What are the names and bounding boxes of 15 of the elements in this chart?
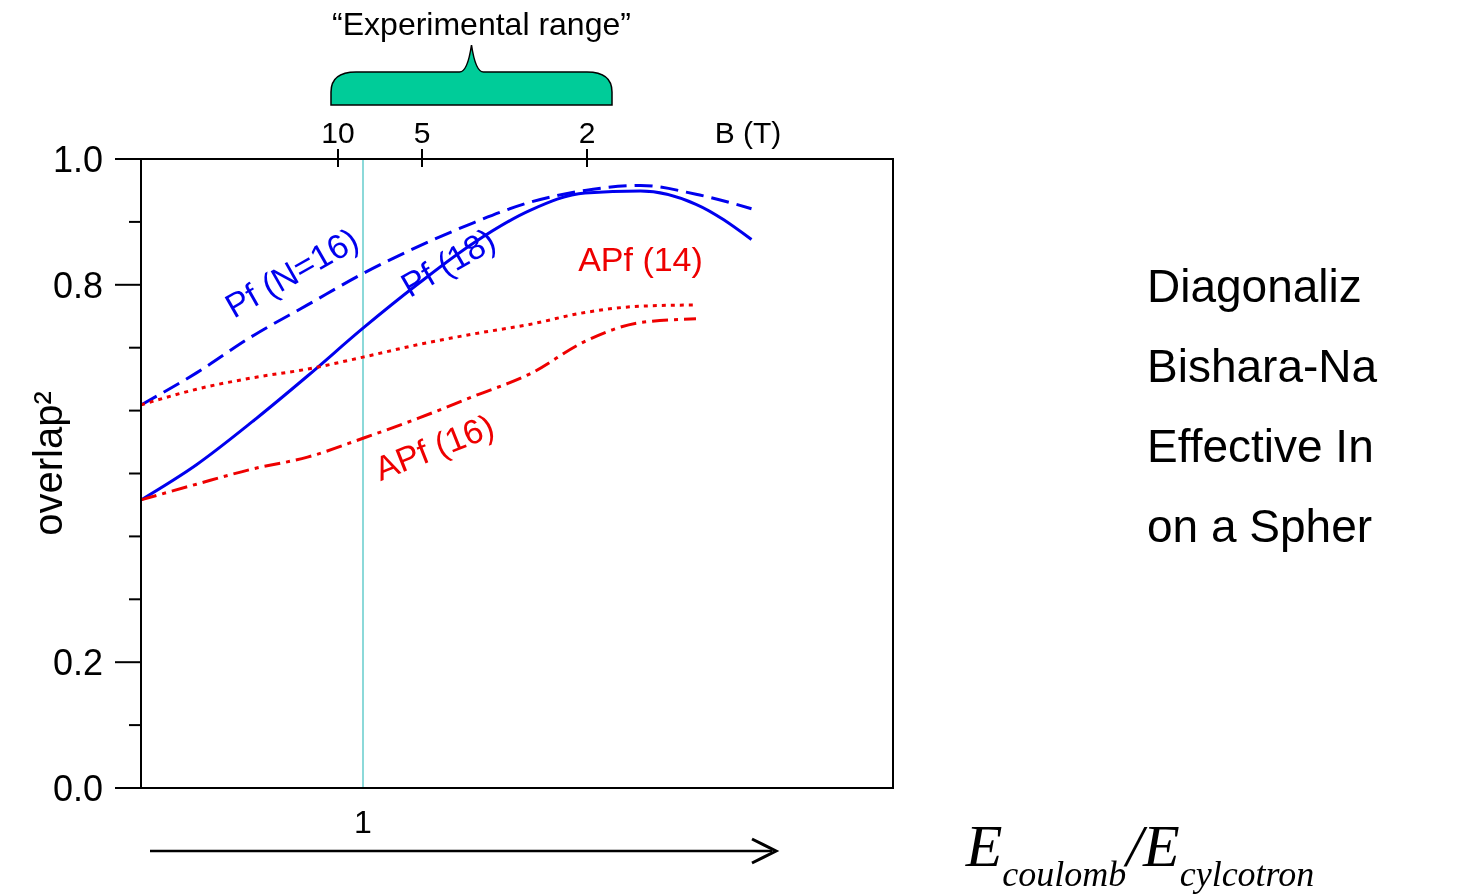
y-tick-label: 0.2 (52, 642, 103, 684)
text: 10 (321, 116, 355, 149)
text: 5 (413, 116, 431, 149)
x2-axis-title: B (T) (714, 116, 782, 149)
y-tick-label: 0.0 (52, 768, 103, 809)
y-axis-title: overlap² (26, 391, 70, 536)
y-tick-label: 0.8 (52, 264, 103, 306)
y-tick-label: 1.0 (52, 139, 103, 180)
series-label: APf (14) (578, 240, 703, 279)
text: 2 (578, 116, 596, 149)
x-axis-title: E$_{coulomb}$/E$_{cylcotron}$ (964, 813, 1315, 894)
text: APf (16) (369, 406, 500, 488)
text: Diagonaliz Bishara-Na Effective In on a Spher (1147, 260, 1378, 552)
text: “Experimental range” (332, 6, 631, 42)
x-tick-label: 1 (354, 804, 372, 840)
